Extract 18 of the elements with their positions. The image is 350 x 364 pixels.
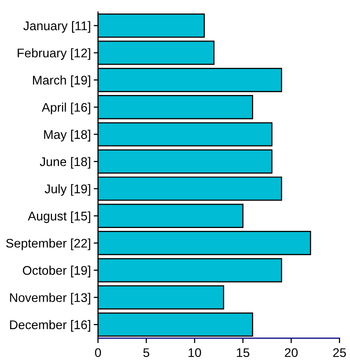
y-tick-label: January [11] — [23, 21, 90, 33]
x-tick-label: 5 — [143, 348, 150, 358]
y-tick-label: April [16] — [42, 102, 90, 114]
y-tick-label: September [22] — [6, 238, 90, 250]
x-tick-label: 0 — [95, 348, 101, 358]
y-tick-label: July [19] — [44, 184, 90, 196]
y-tick-label: May [18] — [44, 130, 90, 142]
y-tick-label: February [12] — [18, 48, 90, 60]
y-tick-label: December [16] — [10, 320, 90, 332]
y-tick-label: August [15] — [28, 211, 90, 223]
y-tick-label: October [19] — [22, 266, 90, 278]
x-tick-label: 25 — [333, 348, 346, 358]
x-tick-label: 15 — [236, 348, 250, 358]
y-tick-label: November [13] — [10, 292, 90, 305]
y-tick-label: March [19] — [33, 75, 90, 88]
x-tick-label: 10 — [188, 348, 202, 358]
y-tick-label: June [18] — [40, 156, 90, 169]
x-tick-label: 20 — [284, 348, 298, 358]
